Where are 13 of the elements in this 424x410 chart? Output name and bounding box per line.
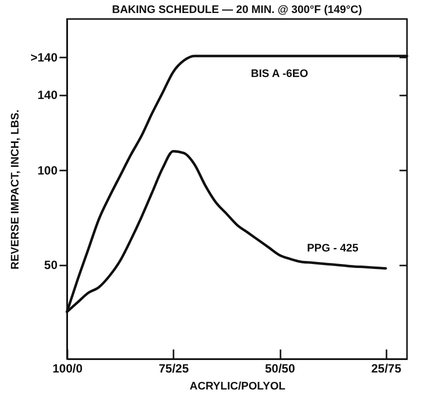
y-tick-label: >140 — [30, 50, 58, 64]
x-tick-label: 100/0 — [52, 362, 83, 376]
x-tick-label: 25/75 — [371, 362, 402, 376]
chart-title: BAKING SCHEDULE — 20 MIN. @ 300°F (149°C) — [112, 4, 362, 16]
y-tick-label: 50 — [44, 258, 58, 272]
x-axis-title: ACRYLIC/POLYOL — [190, 380, 286, 392]
y-axis-title: REVERSE IMPACT, INCH, LBS. — [9, 110, 22, 270]
y-tick-label: 100 — [37, 164, 58, 178]
x-tick-label: 75/25 — [158, 362, 190, 376]
x-tick-label: 50/50 — [264, 362, 296, 376]
y-tick-label: 140 — [37, 88, 58, 102]
annotation: BIS A -6EO — [250, 68, 309, 80]
annotation: PPG - 425 — [306, 242, 358, 255]
